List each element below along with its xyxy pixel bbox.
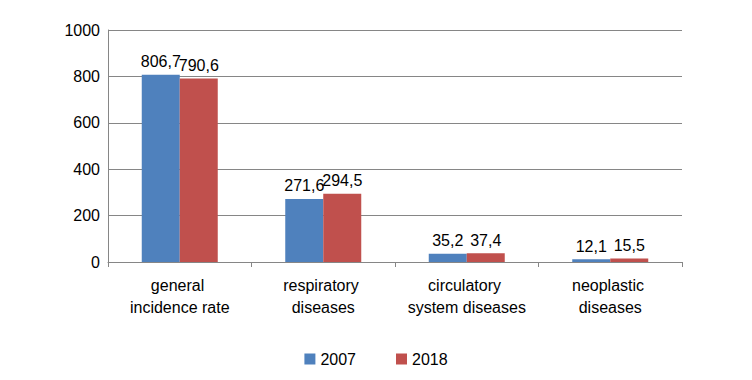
svg-text:respiratory: respiratory [283,277,363,294]
svg-text:806,7: 806,7 [141,53,181,70]
svg-text:general: general [151,277,209,294]
svg-text:circulatory: circulatory [428,277,505,294]
svg-text:35,2: 35,2 [432,232,463,249]
svg-text:diseases: diseases [292,299,355,316]
svg-text:37,4: 37,4 [470,232,501,249]
svg-text:neoplastic: neoplastic [572,277,649,294]
svg-text:12,1: 12,1 [576,238,607,255]
svg-text:diseases: diseases [579,299,642,316]
svg-text:200: 200 [73,207,100,224]
svg-text:system diseases: system diseases [408,299,526,316]
svg-text:294,5: 294,5 [322,172,362,189]
svg-text:790,6: 790,6 [179,57,219,74]
svg-text:incidence rate: incidence rate [130,299,230,316]
svg-text:1000: 1000 [64,22,100,39]
svg-text:2018: 2018 [412,351,448,368]
svg-text:2007: 2007 [320,351,356,368]
svg-text:400: 400 [73,161,100,178]
svg-text:600: 600 [73,114,100,131]
svg-text:800: 800 [73,68,100,85]
svg-text:0: 0 [91,254,100,271]
svg-text:15,5: 15,5 [614,237,645,254]
svg-text:271,6: 271,6 [284,177,324,194]
